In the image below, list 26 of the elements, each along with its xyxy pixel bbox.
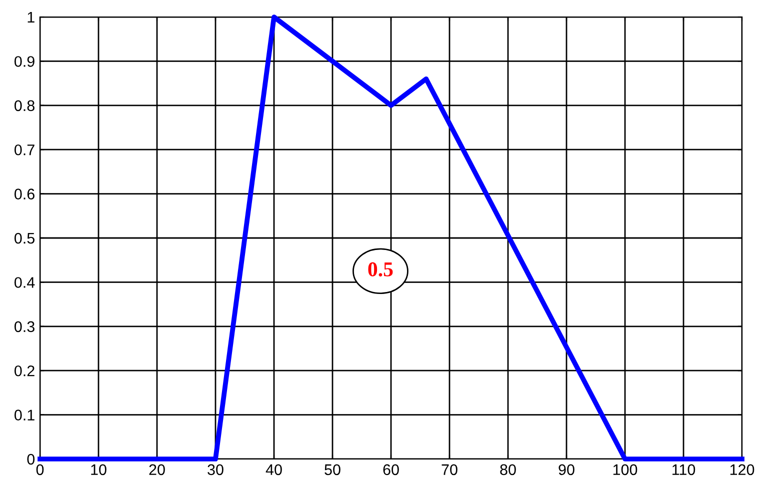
y-tick-label: 0 xyxy=(27,454,35,465)
x-tick-label: 90 xyxy=(558,464,574,476)
y-tick-label: 0.9 xyxy=(14,56,34,67)
x-tick-label: 100 xyxy=(613,464,638,476)
y-tick-label: 0.5 xyxy=(14,232,34,244)
y-tick-label: 0.8 xyxy=(14,100,34,112)
y-tick-label: 0.4 xyxy=(14,277,35,288)
y-tick-label: 0.7 xyxy=(14,144,34,156)
x-tick-label: 80 xyxy=(500,464,516,476)
y-tick-label: 0.2 xyxy=(14,365,34,376)
x-tick-label: 110 xyxy=(672,464,696,476)
y-tick-label: 1 xyxy=(28,12,34,23)
line-series xyxy=(38,14,744,462)
y-tick-label: 0.1 xyxy=(14,410,34,420)
x-tick-label: 20 xyxy=(149,464,165,476)
x-tick-label: 50 xyxy=(324,464,340,476)
annotation: 0.5 xyxy=(368,262,393,276)
y-tick-label: 0.3 xyxy=(14,321,34,332)
y-tick-label: 0.6 xyxy=(14,188,34,200)
x-tick-label: 60 xyxy=(383,464,399,476)
x-tick-label: 70 xyxy=(442,464,458,476)
x-tick-label: 30 xyxy=(208,464,224,476)
x-tick-label: 120 xyxy=(730,464,754,476)
x-tick-label: 40 xyxy=(266,464,282,476)
x-tick-label: 10 xyxy=(91,464,106,476)
x-tick-label: 0 xyxy=(36,464,44,476)
